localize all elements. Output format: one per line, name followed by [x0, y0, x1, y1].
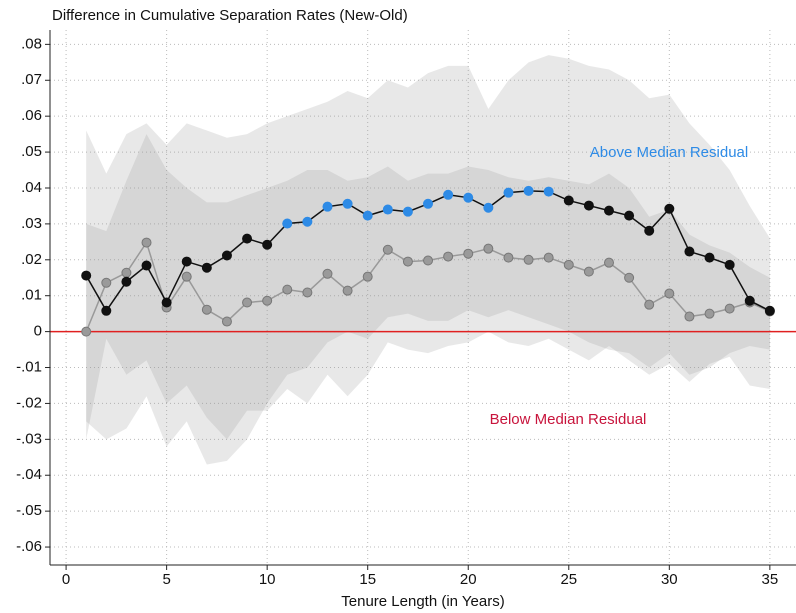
- data-point: [583, 200, 594, 211]
- data-point: [443, 189, 454, 200]
- data-point: [543, 186, 554, 197]
- data-point: [523, 254, 534, 265]
- data-point: [423, 255, 434, 266]
- data-point: [624, 272, 635, 283]
- data-point: [724, 259, 735, 270]
- data-point: [242, 233, 253, 244]
- data-point: [644, 299, 655, 310]
- data-point: [262, 295, 273, 306]
- annotation: Above Median Residual: [590, 144, 748, 161]
- data-point: [242, 297, 253, 308]
- data-point: [282, 218, 293, 229]
- data-point: [282, 284, 293, 295]
- data-point: [463, 248, 474, 259]
- data-point: [402, 256, 413, 267]
- x-tick-label: 10: [259, 571, 276, 588]
- data-point: [423, 198, 434, 209]
- data-point: [181, 271, 192, 282]
- data-point: [563, 259, 574, 270]
- x-tick-label: 35: [762, 571, 779, 588]
- data-point: [201, 304, 212, 315]
- data-point: [724, 303, 735, 314]
- data-point: [342, 198, 353, 209]
- x-tick-label: 5: [162, 571, 170, 588]
- y-tick-label: -.05: [16, 502, 42, 519]
- data-point: [262, 239, 273, 250]
- data-point: [704, 252, 715, 263]
- data-point: [664, 203, 675, 214]
- data-point: [101, 305, 112, 316]
- y-tick-label: -.06: [16, 538, 42, 555]
- data-point: [483, 243, 494, 254]
- y-tick-label: 0: [34, 323, 42, 340]
- y-tick-label: .04: [21, 179, 42, 196]
- y-tick-label: -.02: [16, 394, 42, 411]
- data-point: [121, 276, 132, 287]
- y-tick-label: -.04: [16, 466, 42, 483]
- data-point: [362, 271, 373, 282]
- data-point: [302, 287, 313, 298]
- data-point: [322, 268, 333, 279]
- data-point: [523, 185, 534, 196]
- data-point: [342, 285, 353, 296]
- y-tick-label: .05: [21, 143, 42, 160]
- confidence-band: [86, 134, 770, 440]
- data-point: [382, 204, 393, 215]
- data-point: [603, 205, 614, 216]
- y-tick-label: .02: [21, 251, 42, 268]
- data-point: [684, 311, 695, 322]
- data-point: [463, 192, 474, 203]
- y-tick-label: .06: [21, 107, 42, 124]
- data-point: [322, 201, 333, 212]
- data-point: [764, 305, 775, 316]
- data-point: [382, 244, 393, 255]
- data-point: [583, 266, 594, 277]
- y-tick-label: .07: [21, 71, 42, 88]
- data-point: [101, 277, 112, 288]
- data-point: [402, 206, 413, 217]
- y-tick-label: .08: [21, 35, 42, 52]
- data-point: [563, 195, 574, 206]
- data-point: [81, 326, 92, 337]
- data-point: [503, 252, 514, 263]
- y-tick-label: -.01: [16, 358, 42, 375]
- data-point: [121, 267, 132, 278]
- data-point: [362, 210, 373, 221]
- data-point: [81, 270, 92, 281]
- x-tick-label: 0: [62, 571, 70, 588]
- x-tick-label: 30: [661, 571, 678, 588]
- data-point: [221, 316, 232, 327]
- data-point: [704, 308, 715, 319]
- x-tick-label: 15: [359, 571, 376, 588]
- data-point: [141, 260, 152, 271]
- data-point: [302, 216, 313, 227]
- data-point: [603, 257, 614, 268]
- data-point: [141, 237, 152, 248]
- data-point: [483, 202, 494, 213]
- chart-title: Difference in Cumulative Separation Rate…: [52, 7, 408, 24]
- data-point: [644, 225, 655, 236]
- y-tick-label: .01: [21, 287, 42, 304]
- data-point: [503, 187, 514, 198]
- data-point: [543, 252, 554, 263]
- data-point: [744, 295, 755, 306]
- x-tick-label: 25: [560, 571, 577, 588]
- data-point: [664, 288, 675, 299]
- x-axis-label: Tenure Length (in Years): [341, 593, 504, 610]
- data-point: [161, 297, 172, 308]
- data-point: [624, 210, 635, 221]
- y-tick-label: .03: [21, 215, 42, 232]
- data-point: [181, 256, 192, 267]
- data-point: [221, 250, 232, 261]
- data-point: [443, 251, 454, 262]
- x-tick-label: 20: [460, 571, 477, 588]
- annotation: Below Median Residual: [490, 411, 647, 428]
- data-point: [201, 262, 212, 273]
- y-tick-label: -.03: [16, 430, 42, 447]
- data-point: [684, 246, 695, 257]
